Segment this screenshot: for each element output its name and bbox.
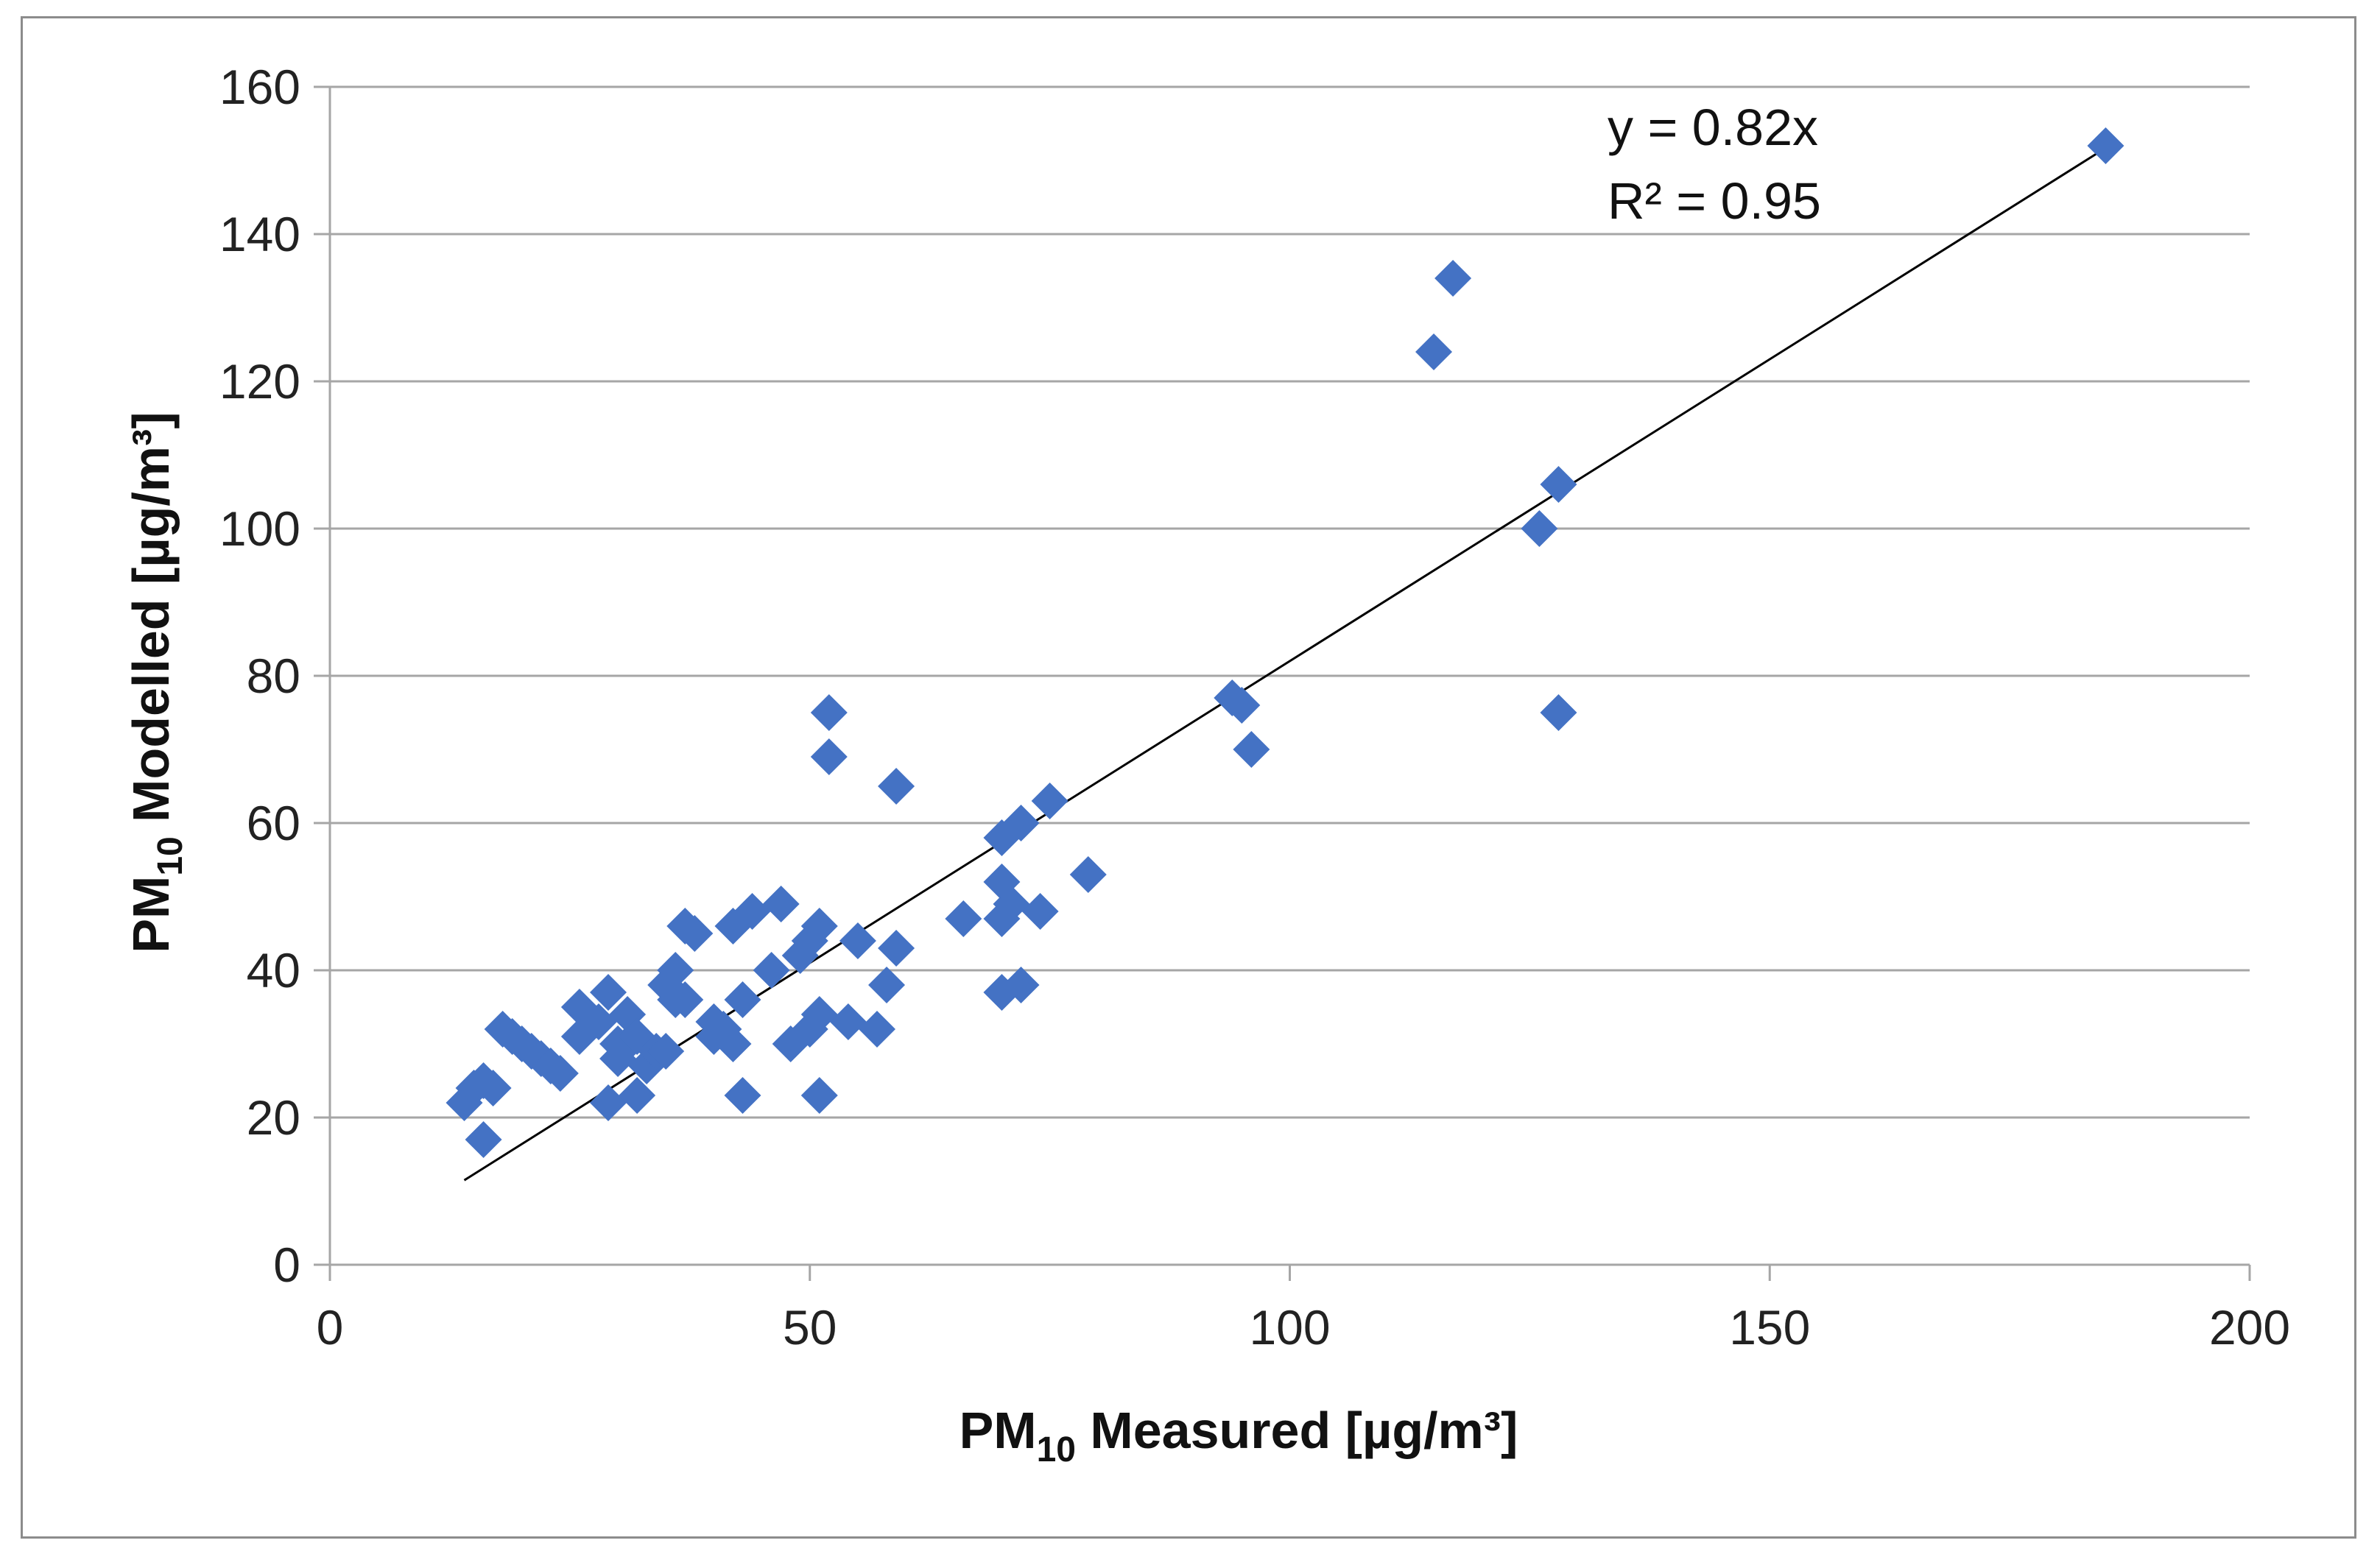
data-point bbox=[580, 1003, 617, 1040]
y-tick-label: 0 bbox=[273, 1238, 300, 1292]
data-point bbox=[676, 915, 714, 952]
data-point bbox=[666, 981, 704, 1018]
data-point bbox=[810, 738, 848, 775]
y-tick-label: 20 bbox=[247, 1090, 300, 1145]
data-point bbox=[810, 694, 848, 731]
scatter-chart: 0 20 40 60 80 100 120 140 160 0 50 100 150 200 y = 0.… bbox=[122, 60, 2290, 1469]
data-point bbox=[541, 1055, 579, 1092]
y-tick-label: 140 bbox=[219, 207, 300, 261]
data-point bbox=[1002, 805, 1040, 841]
x-axis-title: PM10 Measured [µg/m³] bbox=[960, 1402, 1518, 1469]
data-point bbox=[2087, 127, 2124, 164]
data-point bbox=[714, 1025, 752, 1062]
data-point bbox=[878, 768, 915, 805]
data-point bbox=[590, 1084, 627, 1121]
y-tick-label: 60 bbox=[247, 796, 300, 850]
data-point bbox=[800, 1077, 838, 1114]
data-points bbox=[446, 127, 2124, 1158]
data-point bbox=[724, 981, 761, 1018]
axes bbox=[314, 85, 2251, 1281]
trendline-equation: y = 0.82x bbox=[1608, 99, 1818, 156]
data-point bbox=[839, 922, 876, 959]
data-point bbox=[878, 930, 915, 967]
data-point bbox=[1434, 260, 1472, 297]
x-tick-label: 100 bbox=[1249, 1300, 1330, 1355]
y-tick-label: 160 bbox=[219, 60, 300, 114]
y-axis-title: PM10 Modelled [µg/m³] bbox=[122, 412, 190, 953]
data-point bbox=[762, 886, 800, 922]
data-point bbox=[1069, 856, 1107, 893]
data-point bbox=[657, 952, 694, 989]
y-tick-label: 80 bbox=[247, 649, 300, 703]
data-point bbox=[1540, 694, 1577, 731]
data-point bbox=[993, 886, 1030, 922]
data-point bbox=[800, 996, 838, 1033]
data-point bbox=[1002, 967, 1040, 1003]
data-point bbox=[868, 967, 906, 1003]
data-point bbox=[1415, 333, 1453, 370]
y-tick-label: 40 bbox=[247, 943, 300, 998]
tick-labels: 0 20 40 60 80 100 120 140 160 0 50 100 150 200 bbox=[219, 60, 2290, 1355]
y-tick-label: 100 bbox=[219, 501, 300, 556]
data-point bbox=[800, 908, 838, 945]
data-point bbox=[474, 1070, 512, 1106]
data-point bbox=[647, 1033, 685, 1070]
data-point bbox=[945, 900, 982, 937]
gridlines bbox=[330, 85, 2250, 1119]
data-point bbox=[619, 1077, 656, 1114]
data-point bbox=[1540, 466, 1577, 503]
data-point bbox=[1031, 783, 1068, 819]
y-tick-label: 120 bbox=[219, 354, 300, 409]
data-point bbox=[829, 1003, 867, 1040]
x-tick-label: 50 bbox=[783, 1300, 837, 1355]
data-point bbox=[465, 1121, 502, 1158]
data-point bbox=[1021, 893, 1059, 930]
x-tick-label: 200 bbox=[2209, 1300, 2290, 1355]
data-point bbox=[1521, 510, 1558, 547]
data-point bbox=[590, 974, 627, 1011]
data-point bbox=[724, 1077, 761, 1114]
x-tick-label: 150 bbox=[1729, 1300, 1810, 1355]
data-point bbox=[753, 952, 790, 989]
trendline-r-squared: R² = 0.95 bbox=[1608, 172, 1821, 230]
data-point bbox=[733, 893, 771, 930]
chart-frame: 0 20 40 60 80 100 120 140 160 0 50 100 150 200 y = 0.… bbox=[21, 16, 2356, 1539]
data-point bbox=[1233, 731, 1270, 768]
data-point bbox=[858, 1011, 895, 1048]
data-point bbox=[1223, 687, 1261, 724]
x-tick-label: 0 bbox=[317, 1300, 344, 1355]
